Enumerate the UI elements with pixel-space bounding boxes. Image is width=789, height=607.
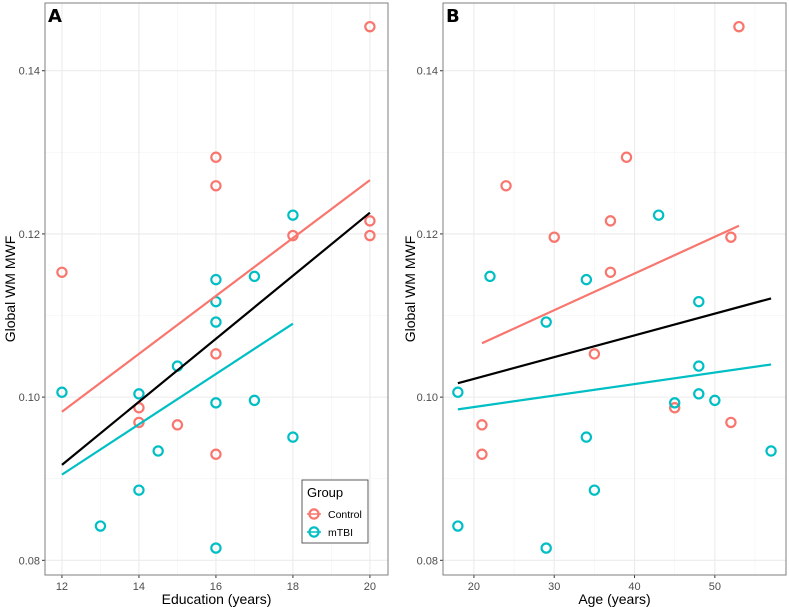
y-axis-label: Global WM MWF xyxy=(2,236,18,343)
fit-line-overall xyxy=(457,297,772,385)
x-tick-label: 12 xyxy=(56,581,68,593)
point-control xyxy=(604,266,617,278)
y-tick-label: 0.10 xyxy=(19,392,40,404)
y-tick-label: 0.14 xyxy=(417,66,438,78)
point-control xyxy=(210,348,222,360)
plot-border xyxy=(442,2,787,576)
point-mtbi xyxy=(248,270,261,283)
x-tick-label: 30 xyxy=(548,581,560,593)
panel-B: 20 30 40 50 0.08 0.10 0.12 0.14 B Age (years) Glob… xyxy=(402,2,787,607)
point-mtbi xyxy=(693,295,705,308)
x-axis-label: Education (years) xyxy=(162,591,272,607)
legend-label-control: Control xyxy=(328,509,362,521)
point-mtbi xyxy=(452,386,464,398)
point-mtbi xyxy=(540,316,552,328)
point-mtbi xyxy=(668,397,681,409)
point-mtbi xyxy=(287,209,299,221)
point-control xyxy=(588,348,601,360)
point-control xyxy=(725,416,737,429)
x-tick-label: 20 xyxy=(364,581,376,593)
point-control xyxy=(604,215,617,227)
panel-label: A xyxy=(48,6,62,27)
point-control xyxy=(364,20,376,33)
point-control xyxy=(668,402,681,414)
x-tick-label: 40 xyxy=(628,581,640,593)
point-control xyxy=(171,419,184,431)
point-mtbi xyxy=(580,431,593,443)
y-tick-label: 0.12 xyxy=(417,229,438,241)
point-mtbi xyxy=(210,316,222,328)
point-mtbi xyxy=(484,270,496,283)
point-mtbi xyxy=(210,273,222,286)
point-mtbi xyxy=(248,394,261,407)
point-mtbi xyxy=(56,386,68,398)
point-control xyxy=(476,448,488,460)
y-tick-label: 0.10 xyxy=(417,392,438,404)
point-control xyxy=(476,419,488,431)
panel-A: 12 14 16 18 20 0.08 0.10 0.12 0.14 A Education (ye… xyxy=(2,2,389,607)
point-control xyxy=(620,151,633,163)
point-mtbi xyxy=(765,445,777,457)
point-control xyxy=(548,231,560,243)
point-control xyxy=(733,20,745,33)
point-control xyxy=(210,448,222,460)
fit-line-overall xyxy=(61,211,371,466)
y-axis-label: Global WM MWF xyxy=(402,236,418,343)
point-control xyxy=(364,215,376,227)
point-control xyxy=(500,180,512,192)
point-control xyxy=(210,180,222,192)
y-tick-label: 0.08 xyxy=(417,555,438,567)
panel-label: B xyxy=(446,6,460,27)
point-mtbi xyxy=(693,360,705,372)
point-mtbi xyxy=(287,431,299,443)
point-mtbi xyxy=(210,397,222,409)
x-tick-label: 16 xyxy=(210,581,222,593)
point-control xyxy=(725,231,737,243)
point-mtbi xyxy=(652,209,665,221)
point-mtbi xyxy=(133,388,145,400)
x-tick-label: 14 xyxy=(133,581,145,593)
y-tick-label: 0.12 xyxy=(19,229,40,241)
y-tick-label: 0.14 xyxy=(19,66,40,78)
point-mtbi xyxy=(152,445,164,457)
point-mtbi xyxy=(588,484,601,496)
point-mtbi xyxy=(94,520,107,532)
point-mtbi xyxy=(133,484,145,496)
legend: Group Control mTBI xyxy=(301,479,369,544)
point-control xyxy=(364,229,376,242)
fit-line-control xyxy=(481,224,740,345)
point-mtbi xyxy=(452,520,464,532)
x-tick-label: 20 xyxy=(468,581,480,593)
point-mtbi xyxy=(540,542,552,554)
point-mtbi xyxy=(580,273,593,286)
legend-label-mtbi: mTBI xyxy=(328,527,353,539)
point-mtbi xyxy=(693,388,705,400)
y-tick-label: 0.08 xyxy=(19,555,40,567)
point-control xyxy=(210,151,222,163)
x-axis-label: Age (years) xyxy=(578,591,650,607)
plot-border xyxy=(44,2,389,576)
legend-title: Group xyxy=(307,485,343,500)
fit-line-control xyxy=(61,179,371,413)
fit-line-mtbi xyxy=(61,322,294,476)
fit-line-mtbi xyxy=(457,363,772,411)
point-mtbi xyxy=(210,542,222,554)
point-control xyxy=(56,266,68,278)
point-mtbi xyxy=(709,394,721,407)
x-tick-label: 18 xyxy=(287,581,299,593)
x-tick-label: 50 xyxy=(709,581,721,593)
